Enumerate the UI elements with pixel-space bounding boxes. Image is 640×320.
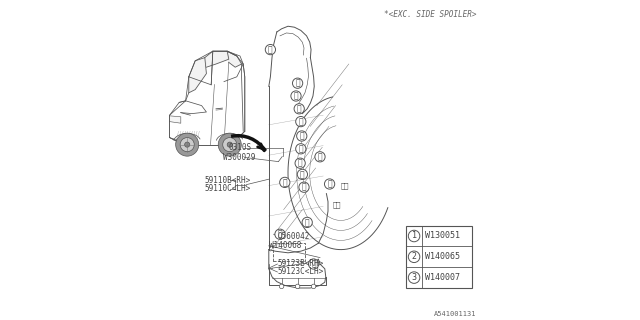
Circle shape [291, 91, 301, 101]
Text: ②: ② [268, 45, 273, 54]
Circle shape [408, 251, 420, 262]
Text: Q560042: Q560042 [278, 232, 310, 241]
Circle shape [295, 158, 305, 168]
Circle shape [265, 44, 275, 55]
Text: ③: ③ [305, 218, 310, 227]
Circle shape [302, 217, 312, 228]
Text: ②: ② [295, 79, 300, 88]
Circle shape [184, 142, 189, 147]
Polygon shape [170, 116, 181, 123]
Text: 59110B<RH>: 59110B<RH> [205, 176, 251, 185]
Circle shape [180, 138, 195, 152]
Circle shape [312, 284, 316, 289]
Circle shape [175, 133, 198, 156]
Text: ②: ② [301, 183, 307, 192]
Bar [273, 243, 305, 261]
Bar [406, 226, 472, 288]
Text: W300029: W300029 [223, 153, 255, 162]
Circle shape [294, 104, 305, 114]
Text: ②: ② [298, 144, 303, 153]
Text: 2: 2 [412, 252, 417, 261]
Circle shape [297, 131, 307, 141]
Circle shape [275, 229, 285, 239]
Text: ※①: ※① [340, 182, 349, 189]
Circle shape [408, 272, 420, 284]
Text: ①: ① [317, 152, 323, 161]
Circle shape [280, 177, 290, 188]
Text: ②: ② [297, 104, 301, 113]
Circle shape [315, 152, 325, 162]
Text: ②: ② [298, 117, 303, 126]
Polygon shape [227, 51, 242, 67]
Text: ②: ② [294, 92, 298, 100]
Polygon shape [189, 58, 206, 93]
Circle shape [292, 78, 303, 88]
Text: ②: ② [300, 132, 304, 140]
Text: ②: ② [298, 159, 303, 168]
Text: ③: ③ [311, 260, 316, 268]
Circle shape [308, 259, 319, 269]
Circle shape [280, 284, 284, 289]
Text: 3: 3 [412, 273, 417, 282]
Circle shape [324, 179, 335, 189]
Text: W140007: W140007 [425, 273, 460, 282]
Circle shape [408, 230, 420, 242]
Text: W130051: W130051 [425, 231, 460, 241]
Text: ②: ② [300, 170, 305, 179]
Text: 59123C<LH>: 59123C<LH> [278, 268, 324, 276]
Text: ※①: ※① [333, 202, 341, 208]
Circle shape [296, 116, 306, 127]
Text: A541001131: A541001131 [435, 311, 477, 317]
Text: ②: ② [282, 178, 287, 187]
Circle shape [299, 182, 309, 192]
Circle shape [296, 284, 300, 289]
Text: ③: ③ [278, 230, 282, 239]
Circle shape [227, 142, 232, 147]
Text: 59110C<LH>: 59110C<LH> [205, 184, 251, 193]
Polygon shape [205, 51, 229, 67]
Text: W140065: W140065 [425, 252, 460, 261]
Circle shape [223, 138, 237, 152]
Circle shape [296, 144, 306, 154]
Text: 0310S: 0310S [228, 143, 252, 152]
Circle shape [218, 133, 241, 156]
Circle shape [297, 169, 307, 180]
Text: 59123B<RH>: 59123B<RH> [278, 260, 324, 268]
Text: ①: ① [327, 180, 332, 188]
Text: *<EXC. SIDE SPOILER>: *<EXC. SIDE SPOILER> [384, 10, 477, 19]
Text: W140068: W140068 [269, 241, 301, 250]
Text: 1: 1 [412, 231, 417, 241]
